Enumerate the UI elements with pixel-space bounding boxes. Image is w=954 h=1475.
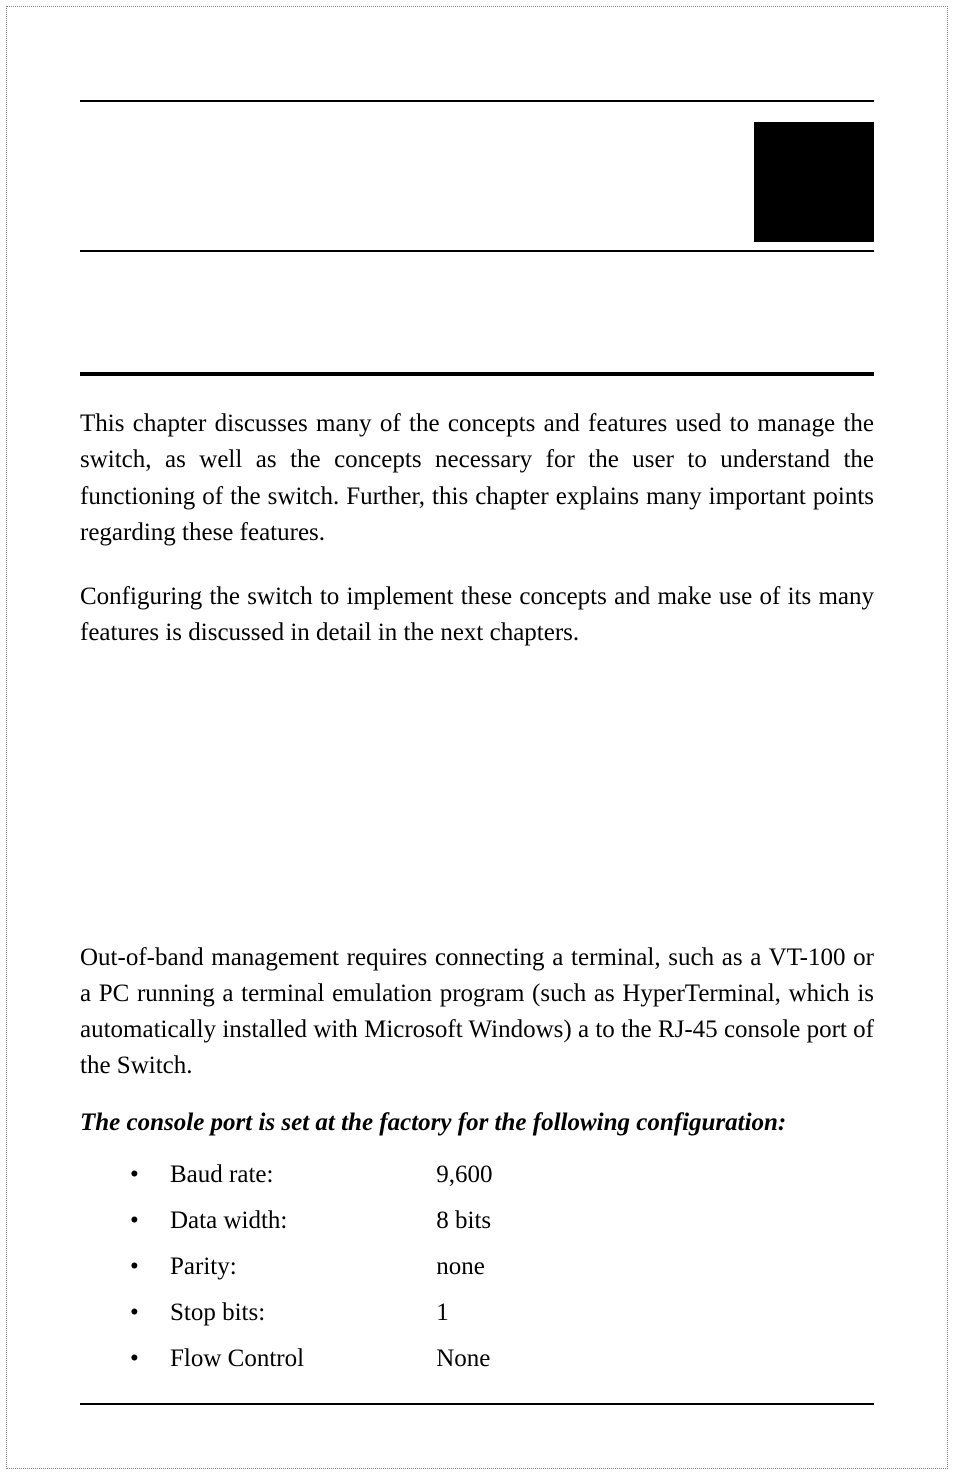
list-item: Flow Control None (130, 1339, 874, 1379)
config-label: Baud rate: (170, 1155, 430, 1195)
list-item: Parity: none (130, 1247, 874, 1287)
config-value: none (436, 1247, 485, 1287)
list-item: Data width: 8 bits (130, 1201, 874, 1241)
content-area: This chapter discusses many of the conce… (80, 100, 874, 1405)
bottom-horizontal-rule (80, 1403, 874, 1405)
intro-paragraph-1: This chapter discusses many of the conce… (80, 406, 874, 551)
badge-underline-rule (80, 250, 874, 252)
top-horizontal-rule (80, 100, 874, 102)
config-label: Data width: (170, 1201, 430, 1241)
console-config-list: Baud rate: 9,600 Data width: 8 bits Pari… (80, 1155, 874, 1379)
config-label: Parity: (170, 1247, 430, 1287)
config-value: 8 bits (436, 1201, 491, 1241)
console-config-lead: The console port is set at the factory f… (80, 1105, 874, 1141)
config-label: Stop bits: (170, 1293, 430, 1333)
section-gap (80, 680, 874, 940)
out-of-band-paragraph: Out-of-band management requires connecti… (80, 940, 874, 1085)
config-value: None (436, 1339, 490, 1379)
list-item: Baud rate: 9,600 (130, 1155, 874, 1195)
intro-paragraph-2: Configuring the switch to implement thes… (80, 579, 874, 652)
chapter-badge (754, 122, 874, 242)
section-thick-rule (80, 372, 874, 376)
config-value: 1 (436, 1293, 449, 1333)
list-item: Stop bits: 1 (130, 1293, 874, 1333)
config-label: Flow Control (170, 1339, 430, 1379)
config-value: 9,600 (436, 1155, 492, 1195)
